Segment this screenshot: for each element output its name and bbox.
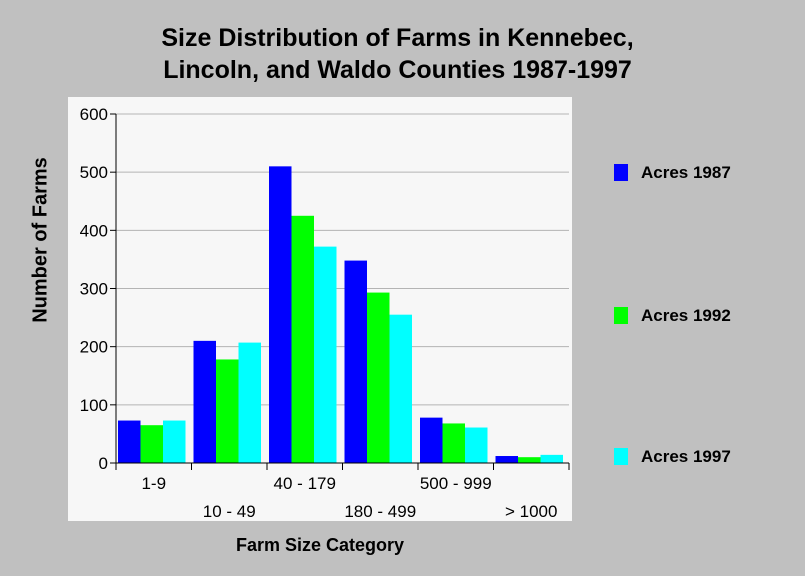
x-axis-title: Farm Size Category — [235, 535, 405, 555]
legend-swatch-1992 — [614, 307, 628, 324]
x-tick-label: > 1000 — [505, 502, 557, 521]
bar — [465, 427, 488, 463]
bar — [442, 423, 465, 463]
x-tick-label: 10 - 49 — [203, 502, 256, 521]
bar — [540, 454, 563, 463]
x-tick-label: 180 - 499 — [344, 502, 416, 521]
bar — [314, 246, 337, 463]
chart-title-line-2: Lincoln, and Waldo Counties 1987-1997 — [163, 56, 632, 84]
x-tick-label: 500 - 999 — [420, 474, 492, 493]
y-tick-label: 600 — [80, 105, 108, 124]
y-tick-label: 400 — [80, 221, 108, 240]
bar — [269, 166, 292, 463]
x-tick-label: 40 - 179 — [274, 474, 336, 493]
y-tick-label: 200 — [80, 338, 108, 357]
x-tick-label: 1-9 — [141, 474, 166, 493]
legend-label-1992: Acres 1992 — [641, 306, 731, 325]
bar — [367, 292, 390, 463]
y-axis-title: Number of Farms — [29, 157, 52, 323]
bar — [193, 340, 216, 463]
bar — [216, 359, 239, 463]
legend-label-1987: Acres 1987 — [641, 163, 731, 182]
y-tick-label: 500 — [80, 163, 108, 182]
legend-swatch-1997 — [614, 448, 628, 465]
bar — [238, 342, 261, 463]
bar — [389, 314, 412, 463]
bar — [344, 260, 367, 463]
bar — [163, 420, 186, 463]
bar — [118, 420, 141, 463]
chart-title-line-1: Size Distribution of Farms in Kennebec, — [161, 24, 634, 52]
y-tick-label: 300 — [80, 280, 108, 299]
bar — [518, 457, 541, 463]
legend-label-1997: Acres 1997 — [641, 447, 731, 466]
legend-swatch-1987 — [614, 164, 628, 181]
y-tick-label: 0 — [99, 454, 108, 473]
bar — [291, 215, 314, 463]
bar — [140, 425, 163, 463]
y-tick-label: 100 — [80, 396, 108, 415]
bar — [495, 456, 518, 463]
bar — [420, 417, 443, 463]
